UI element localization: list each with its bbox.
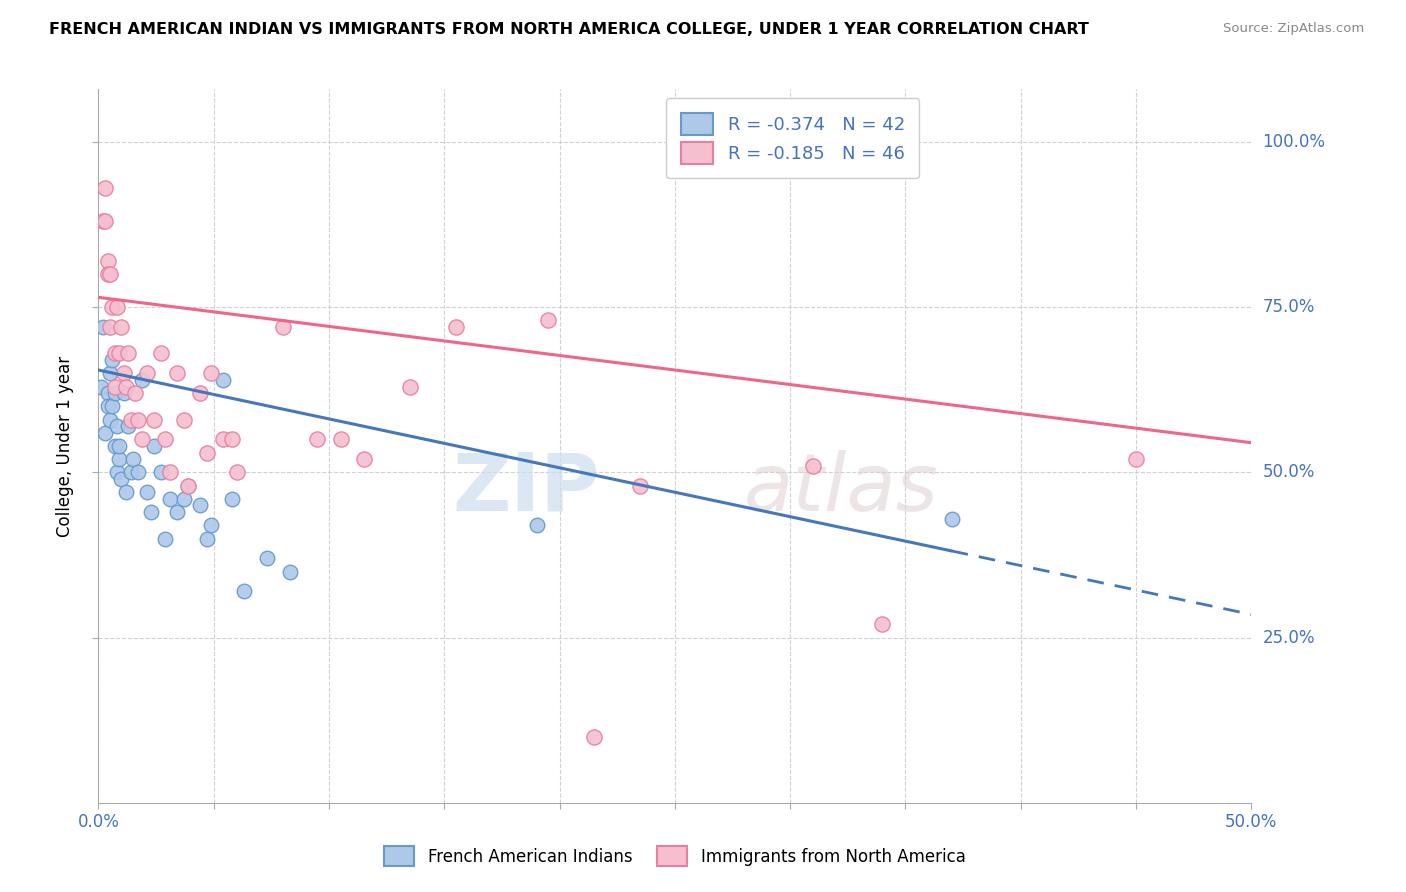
Point [941,511,963,525]
Point [108,346,131,360]
Point [329,433,352,447]
Point [149,466,172,480]
Point [115,485,138,500]
Point [398,379,420,393]
Point [91,214,114,228]
Point [628,478,651,492]
Text: 100.0%: 100.0% [1263,133,1326,151]
Point [200,367,222,381]
Legend: French American Indians, Immigrants from North America: French American Indians, Immigrants from… [378,839,972,873]
Point [112,386,135,401]
Point [131,373,153,387]
Point [195,532,218,546]
Point [256,551,278,566]
Point [142,412,165,426]
Point [97,400,120,414]
Point [97,267,120,281]
Point [108,439,131,453]
Point [103,439,125,453]
Point [103,346,125,360]
Text: 50.0%: 50.0% [1263,464,1315,482]
Point [225,466,247,480]
Point [142,439,165,453]
Text: Source: ZipAtlas.com: Source: ZipAtlas.com [1223,22,1364,36]
Point [127,466,149,480]
Point [801,458,824,473]
Point [1125,452,1147,467]
Point [124,386,146,401]
Point [98,412,121,426]
Point [94,181,117,195]
Point [173,412,195,426]
Point [537,313,560,327]
Point [101,300,124,314]
Text: 75.0%: 75.0% [1263,298,1315,317]
Point [103,379,125,393]
Point [159,491,181,506]
Point [212,373,235,387]
Point [97,386,120,401]
Point [120,466,142,480]
Point [110,320,132,334]
Point [583,730,606,744]
Point [122,452,145,467]
Point [105,300,128,314]
Point [155,532,177,546]
Point [115,379,138,393]
Point [98,320,121,334]
Point [444,320,467,334]
Point [105,466,128,480]
Point [94,425,117,440]
Point [221,491,243,506]
Point [353,452,375,467]
Y-axis label: College, Under 1 year: College, Under 1 year [56,355,75,537]
Point [307,433,329,447]
Point [141,505,163,519]
Point [105,419,128,434]
Point [120,412,142,426]
Point [98,267,121,281]
Point [278,565,301,579]
Point [94,214,117,228]
Point [103,386,125,401]
Point [177,478,200,492]
Text: atlas: atlas [744,450,939,528]
Text: ZIP: ZIP [453,450,600,528]
Point [127,412,149,426]
Point [91,320,114,334]
Point [166,505,188,519]
Point [155,433,177,447]
Point [188,499,211,513]
Point [271,320,294,334]
Point [149,346,172,360]
Text: 25.0%: 25.0% [1263,629,1315,647]
Point [117,419,139,434]
Point [131,433,153,447]
Point [195,445,218,459]
Point [872,617,894,632]
Point [200,518,222,533]
Point [177,478,200,492]
Point [101,400,124,414]
Point [232,584,254,599]
Point [159,466,181,480]
Point [112,367,135,381]
Point [212,433,235,447]
Point [135,485,157,500]
Text: FRENCH AMERICAN INDIAN VS IMMIGRANTS FROM NORTH AMERICA COLLEGE, UNDER 1 YEAR CO: FRENCH AMERICAN INDIAN VS IMMIGRANTS FRO… [49,22,1090,37]
Point [188,386,211,401]
Point [135,367,157,381]
Point [166,367,188,381]
Point [101,353,124,368]
Point [117,346,139,360]
Point [108,452,131,467]
Point [173,491,195,506]
Point [98,367,121,381]
Point [221,433,243,447]
Point [97,254,120,268]
Point [526,518,548,533]
Point [90,379,112,393]
Point [110,472,132,486]
